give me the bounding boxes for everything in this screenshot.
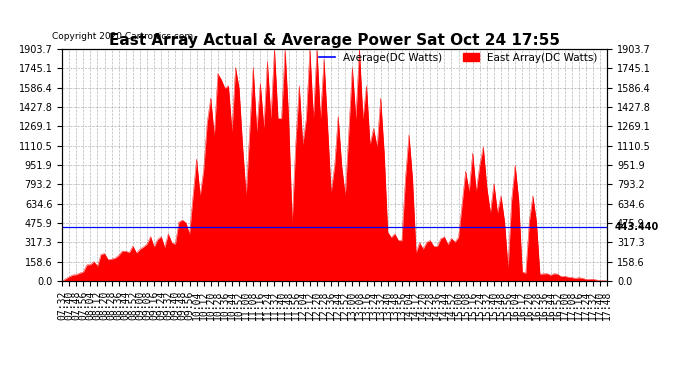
Title: East Array Actual & Average Power Sat Oct 24 17:55: East Array Actual & Average Power Sat Oc… (109, 33, 560, 48)
Legend: Average(DC Watts), East Array(DC Watts): Average(DC Watts), East Array(DC Watts) (315, 49, 602, 67)
Text: 443.440: 443.440 (614, 222, 658, 232)
Text: Copyright 2020 Cartronics.com: Copyright 2020 Cartronics.com (52, 32, 193, 41)
